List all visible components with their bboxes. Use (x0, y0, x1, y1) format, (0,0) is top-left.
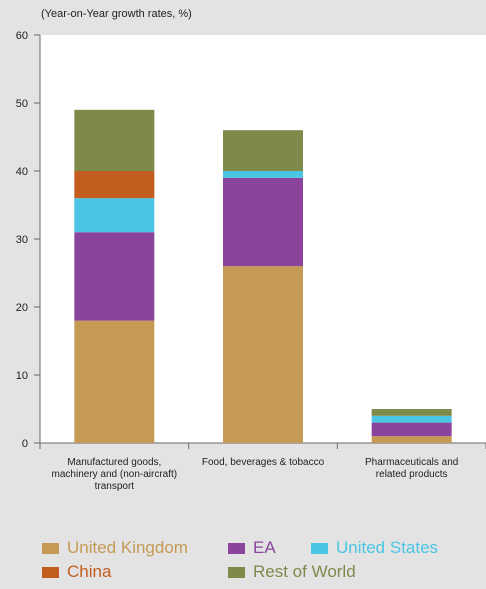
y-axis-label: (Year-on-Year growth rates, %) (41, 8, 192, 20)
legend-label: Rest of World (253, 562, 356, 581)
legend-swatch (228, 566, 245, 578)
legend-item: China (42, 560, 111, 584)
bar-segment (223, 171, 303, 178)
bar-segment (371, 422, 452, 437)
bar-segment (74, 109, 155, 171)
bar-segment (223, 130, 303, 171)
bar-segment (371, 436, 452, 443)
bar-segment (371, 409, 452, 416)
x-tick-label: related products (376, 469, 448, 480)
bar-segment (74, 320, 155, 443)
y-tick-label: 20 (16, 302, 28, 314)
legend-swatch (228, 542, 245, 554)
legend-item: EA (228, 536, 276, 560)
legend-label: United Kingdom (67, 538, 188, 557)
legend-swatch (42, 566, 59, 578)
y-tick-label: 40 (16, 166, 28, 178)
bar-segment (74, 171, 155, 199)
y-tick-label: 10 (16, 370, 28, 382)
y-tick-label: 60 (16, 30, 28, 42)
legend-label: EA (253, 538, 276, 557)
legend-label: United States (336, 538, 439, 557)
x-tick-label: Manufactured goods, (67, 457, 161, 468)
bar-segment (74, 198, 155, 233)
bar-segment (74, 232, 155, 321)
y-tick-label: 30 (16, 234, 28, 246)
y-tick-label: 0 (22, 438, 28, 450)
bar-segment (371, 415, 452, 423)
x-tick-label: transport (95, 481, 135, 492)
bar-segment (223, 266, 303, 443)
x-tick-label: machinery and (non-aircraft) (52, 469, 178, 480)
legend-swatch (311, 542, 328, 554)
legend-item: United Kingdom (42, 536, 188, 560)
y-tick-label: 50 (16, 98, 28, 110)
x-tick-label: Food, beverages & tobacco (202, 457, 325, 468)
x-tick-label: Pharmaceuticals and (365, 457, 458, 468)
legend-item: United States (311, 536, 438, 560)
legend-swatch (42, 542, 59, 554)
legend-item: Rest of World (228, 560, 356, 584)
bar-segment (223, 177, 303, 267)
legend-label: China (67, 562, 112, 581)
